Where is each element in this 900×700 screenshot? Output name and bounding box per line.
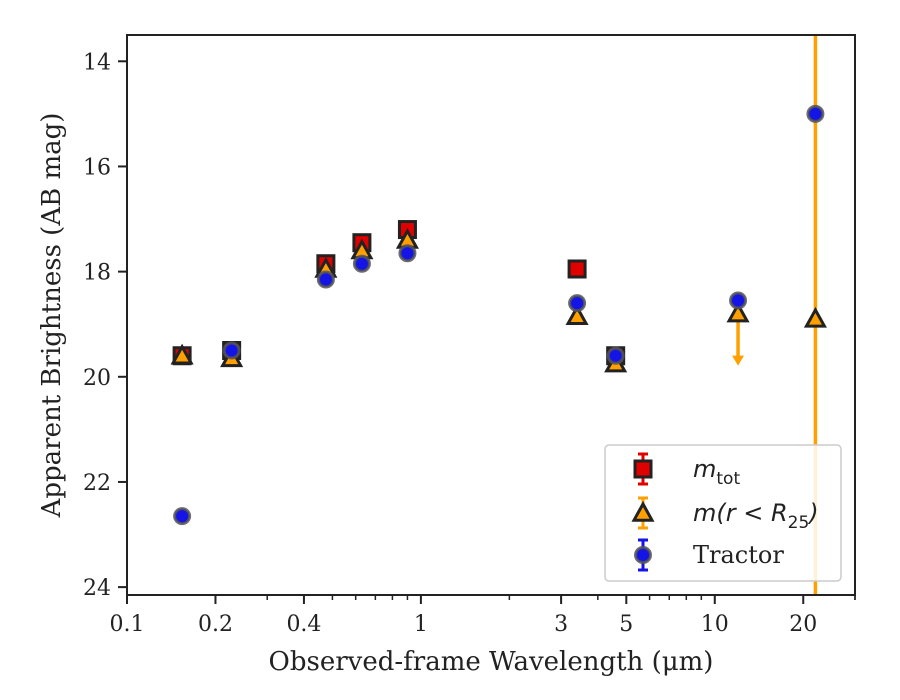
y-tick-label: 24 (83, 576, 111, 601)
y-axis-label: Apparent Brightness (AB mag) (37, 113, 67, 519)
x-tick-label: 20 (789, 612, 817, 637)
plot-area (170, 35, 827, 595)
x-tick-label: 10 (701, 612, 729, 637)
x-tick-label: 5 (619, 612, 633, 637)
y-tick-label: 20 (83, 366, 111, 391)
data-point-triangle (803, 306, 827, 328)
x-tick-label: 1 (414, 612, 428, 637)
x-tick-label: 3 (554, 612, 568, 637)
data-point-square (567, 259, 587, 279)
data-point-circle (222, 341, 241, 360)
plot-frame (126, 34, 856, 596)
y-tick-label: 18 (83, 261, 111, 286)
legend-box (604, 444, 842, 582)
upper-limit-arrowhead (732, 355, 745, 366)
data-point-circle (568, 294, 587, 313)
legend-label: m(r < R25) (693, 499, 819, 533)
legend: mtot m(r < R25) Tractor (604, 444, 842, 582)
data-point-triangle (170, 343, 194, 365)
y-tick-label: 22 (83, 471, 111, 496)
legend-marker-triangle (631, 500, 655, 522)
y-axis: 14 16 18 20 22 24 (83, 50, 127, 601)
data-point-circle (398, 244, 417, 263)
x-axis: 0.1 0.2 0.4 1 3 5 10 20 (110, 595, 856, 637)
x-axis-label: Observed-frame Wavelength (μm) (269, 647, 714, 677)
legend-marker-square (633, 459, 653, 479)
data-point-triangle (565, 304, 589, 326)
data-point-circle (316, 270, 335, 289)
legend-label: mtot (693, 455, 740, 489)
x-tick-label: 0.2 (198, 612, 233, 637)
legend-marker-circle (634, 546, 652, 564)
data-point-circle (352, 254, 371, 273)
y-tick-label: 16 (83, 155, 111, 180)
data-point-circle (173, 507, 192, 526)
x-tick-label: 0.1 (110, 612, 145, 637)
data-point-circle (729, 291, 748, 310)
x-tick-label: 0.4 (286, 612, 321, 637)
y-tick-label: 14 (83, 50, 111, 75)
data-point-circle (806, 104, 825, 123)
legend-label: Tractor (693, 541, 784, 569)
data-point-triangle (726, 301, 750, 323)
data-point-circle (606, 346, 625, 365)
